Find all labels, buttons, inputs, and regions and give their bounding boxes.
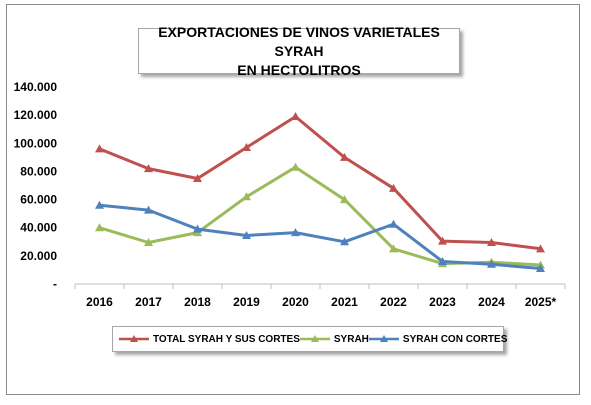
data-point-syrah-con-cortes: [291, 228, 300, 237]
axes: [74, 283, 566, 289]
data-point-syrah: [291, 162, 300, 171]
x-tick-label: 2018: [184, 295, 211, 309]
x-tick-label: 2017: [135, 295, 162, 309]
data-point-total-syrah-y-sus-cortes: [536, 244, 545, 253]
data-point-syrah-con-cortes: [144, 205, 153, 214]
series-line-total-syrah-y-sus-cortes: [98, 115, 541, 251]
data-point-total-syrah-y-sus-cortes: [144, 164, 153, 173]
data-point-total-syrah-y-sus-cortes: [438, 236, 447, 245]
series-line-syrah-con-cortes: [99, 203, 541, 270]
data-point-syrah-con-cortes: [487, 259, 496, 268]
y-tick-label: -: [53, 277, 57, 291]
y-tick-label: 60.000: [20, 193, 57, 207]
x-tick-label: 2021: [331, 295, 358, 309]
y-tick-label: 80.000: [20, 164, 57, 178]
data-point-syrah-con-cortes: [536, 264, 545, 273]
legend-item-syrah-con-cortes: SYRAH CON CORTES: [368, 333, 508, 345]
data-point-syrah: [95, 223, 104, 232]
y-tick-label: 20.000: [20, 249, 57, 263]
data-point-syrah-con-cortes: [242, 230, 251, 239]
data-point-total-syrah-y-sus-cortes: [291, 112, 300, 121]
x-tick-label: 2016: [86, 295, 113, 309]
chart-title-line-1: EXPORTACIONES DE VINOS VARIETALES SYRAH: [158, 23, 440, 59]
data-point-syrah-con-cortes: [95, 200, 104, 209]
x-tick-label: 2024: [478, 295, 505, 309]
x-tick-label: 2020: [282, 295, 309, 309]
data-point-syrah-con-cortes: [340, 237, 349, 246]
legend-marker-syrah-con-cortes: [368, 335, 399, 342]
data-point-syrah: [389, 244, 398, 253]
x-tick-labels: 2016 2017 2018 2019 2020 2021 2022 2023 2024 2025…: [86, 295, 556, 309]
y-tick-label: 120.000: [14, 108, 58, 122]
data-point-syrah: [242, 192, 251, 201]
y-tick-label: 40.000: [20, 221, 57, 235]
legend-marker-total: [119, 335, 149, 342]
data-point-total-syrah-y-sus-cortes: [487, 237, 496, 246]
legend-item-total: TOTAL SYRAH Y SUS CORTES: [119, 334, 300, 345]
y-tick-label: 140.000: [14, 80, 58, 94]
legend-label-syrah-con-cortes: SYRAH CON CORTES: [402, 333, 508, 345]
data-point-total-syrah-y-sus-cortes: [193, 173, 202, 182]
data-point-total-syrah-y-sus-cortes: [242, 143, 251, 152]
y-tick-labels: - 20.000 40.000 60.000 80.000 100.000 120.000 1…: [14, 80, 58, 291]
data-point-syrah-con-cortes: [193, 224, 202, 233]
data-point-syrah-con-cortes: [389, 219, 398, 228]
chart-title-line-2: EN HECTOLITROS: [237, 61, 361, 78]
x-tick-label: 2025*: [525, 295, 557, 309]
x-tick-label: 2023: [429, 295, 456, 309]
data-point-syrah: [144, 237, 153, 246]
data-point-total-syrah-y-sus-cortes: [95, 144, 104, 153]
legend-label-total: TOTAL SYRAH Y SUS CORTES: [153, 333, 300, 345]
y-tick-label: 100.000: [14, 136, 58, 150]
legend-marker-syrah: [299, 335, 330, 342]
legend: TOTAL SYRAH Y SUS CORTES SYRAH SYRAH CON…: [112, 326, 508, 352]
data-point-syrah-con-cortes: [438, 256, 447, 265]
data-point-total-syrah-y-sus-cortes: [389, 183, 398, 192]
legend-item-syrah: SYRAH: [299, 333, 369, 345]
data-point-syrah: [340, 195, 349, 204]
x-tick-label: 2019: [233, 295, 260, 309]
legend-label-syrah: SYRAH: [333, 333, 369, 345]
series-group: [95, 112, 545, 273]
data-point-total-syrah-y-sus-cortes: [340, 152, 349, 161]
chart-title: EXPORTACIONES DE VINOS VARIETALES SYRAH …: [138, 24, 460, 78]
x-tick-label: 2022: [380, 295, 407, 309]
